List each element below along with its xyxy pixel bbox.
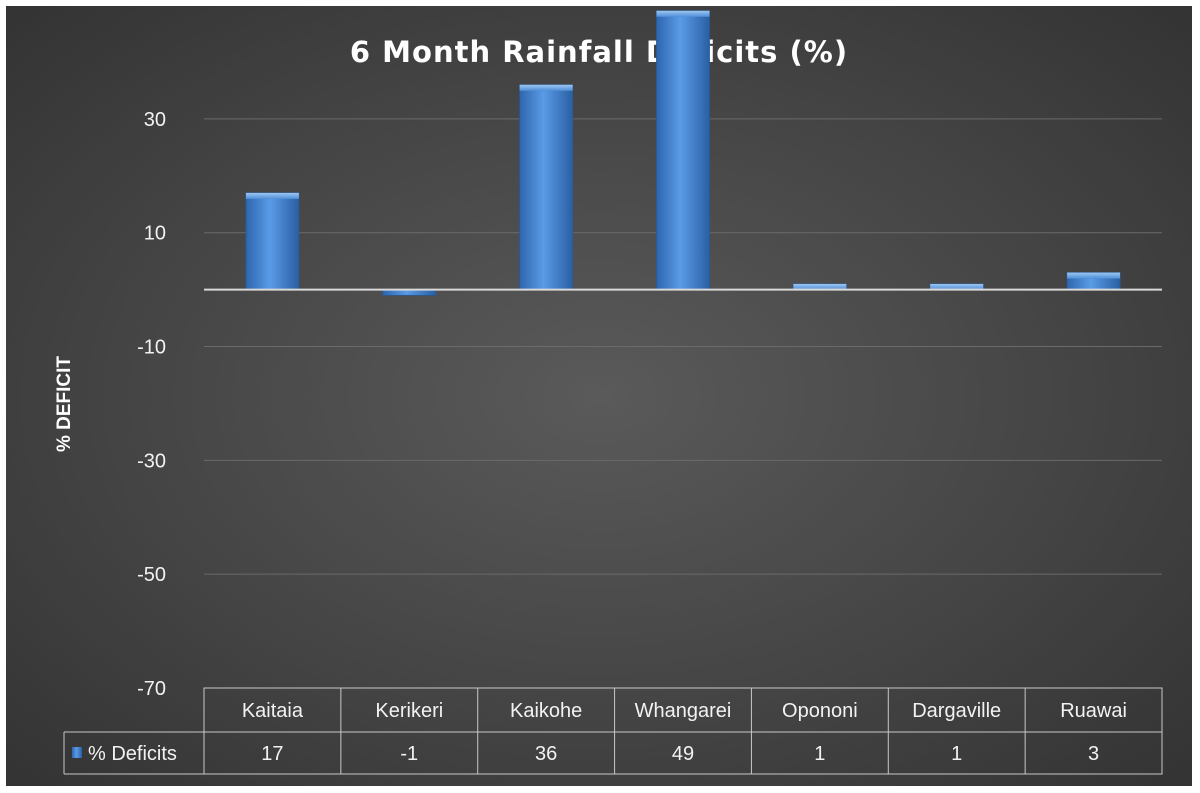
x-category-label: Ruawai (1060, 700, 1127, 722)
data-label: 17 (261, 743, 283, 765)
bar-whangarei (656, 10, 710, 291)
bar-cap (656, 10, 710, 17)
table-border (203, 687, 1163, 775)
data-label: 36 (535, 743, 557, 765)
bar-cap (245, 192, 299, 199)
chart-title: 6 Month Rainfall Deficits (%) (350, 35, 848, 69)
legend-series-name: % Deficits (88, 743, 177, 765)
x-category-label: Whangarei (635, 700, 732, 722)
y-axis-ticks: 30 10 -10 -30 -50 -70 (137, 109, 166, 700)
y-tick-label: -70 (137, 678, 166, 700)
bar-cap (519, 84, 573, 91)
bars (245, 10, 1121, 296)
data-label: 49 (672, 743, 694, 765)
y-tick-label: -50 (137, 564, 166, 586)
y-tick-label: -10 (137, 337, 166, 359)
legend-swatch (72, 747, 82, 758)
x-category-label: Kerikeri (375, 700, 443, 722)
x-category-label: Opononi (782, 700, 858, 722)
data-table: Kaitaia 17 Kerikeri -1 Kaikohe 36 Whangarei 49 O… (63, 687, 1163, 775)
x-category-label: Kaitaia (242, 700, 304, 722)
x-category-label: Kaikohe (510, 700, 582, 722)
data-label: 1 (814, 743, 825, 765)
x-category-label: Dargaville (912, 700, 1001, 722)
chart-area: 6 Month Rainfall Deficits (%) % DEFICIT … (6, 6, 1192, 786)
y-axis-label: % DEFICIT (54, 356, 75, 452)
y-tick-label: 10 (144, 223, 166, 245)
bar-kaikohe (519, 84, 574, 291)
bar-kaitaia (245, 192, 300, 291)
bar-cap (930, 283, 984, 290)
data-label: 3 (1088, 743, 1099, 765)
y-tick-label: -30 (137, 450, 166, 472)
data-label: 1 (951, 743, 962, 765)
rainfall-deficit-chart: 6 Month Rainfall Deficits (%) % DEFICIT … (54, 10, 1163, 775)
bar-cap (793, 283, 847, 290)
gridlines (204, 118, 1162, 575)
y-tick-label: 30 (144, 109, 166, 131)
data-label: -1 (400, 743, 418, 765)
bar-cap (1067, 272, 1121, 279)
